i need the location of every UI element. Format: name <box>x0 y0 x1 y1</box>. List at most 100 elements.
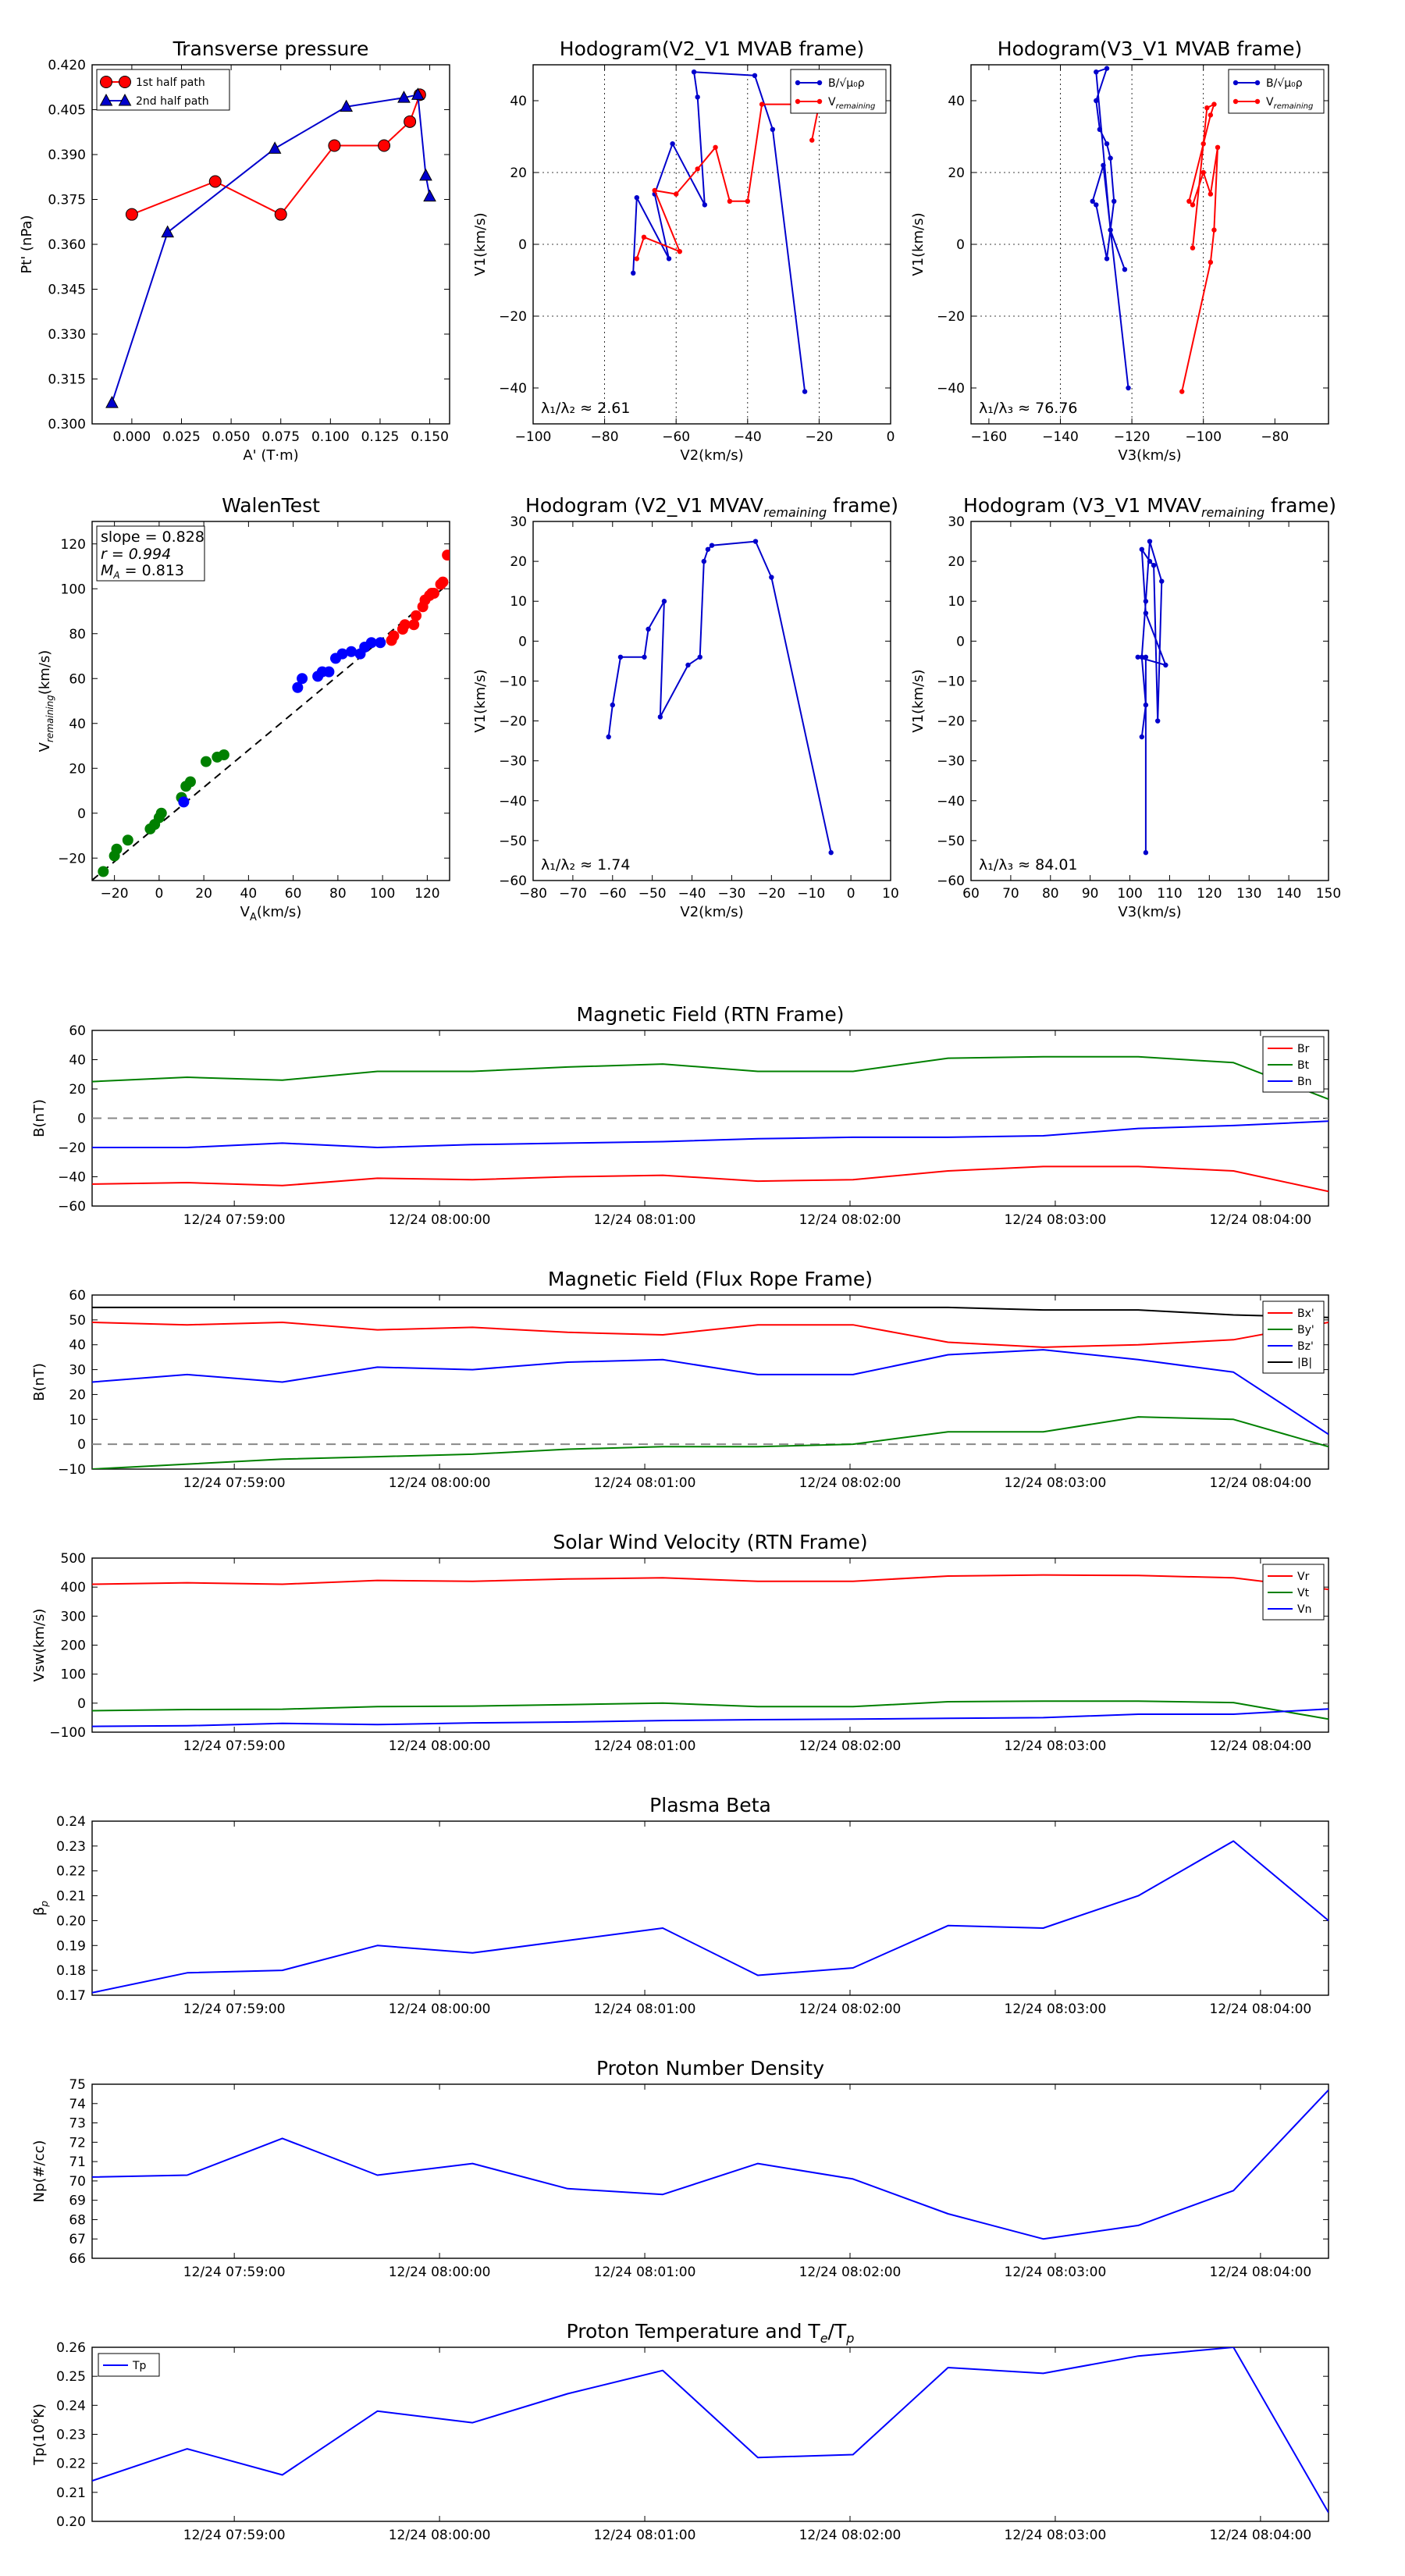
chart-bfield_rtn-xtick-label: 12/24 08:02:00 <box>799 1212 902 1228</box>
chart-hodo_v2v1_mvav-xtick-label: −50 <box>638 886 667 902</box>
chart-hodo_v2v1_mvab-series-1-point <box>677 249 682 254</box>
chart-walen-ytick-label: 40 <box>69 717 86 732</box>
chart-transverse-series-1-point <box>268 141 282 154</box>
chart-hodo_v3v1_mvab-series-1-point <box>1208 259 1214 265</box>
chart-bfield_flux: Magnetic Field (Flux Rope Frame) −10 0 10 20… <box>31 1268 1329 1491</box>
chart-walen-annotation-box <box>96 525 205 582</box>
chart-hodo_v2v1_mvab-xtick-label: −80 <box>591 429 619 445</box>
chart-hodo_v2v1_mvav-series-0-point <box>610 702 615 708</box>
chart-walen-series-1-point <box>336 648 348 660</box>
chart-velocity-ylabel: Vsw(km/s) <box>31 1609 48 1682</box>
chart-walen-xtick-label: 80 <box>329 886 347 902</box>
chart-beta-ytick-label: 0.22 <box>56 1864 86 1880</box>
chart-temperature: Proton Temperature and Te/Tp 0.20 0.21 0.22… <box>30 2320 1329 2543</box>
chart-velocity-legend-label: Vn <box>1297 1603 1311 1616</box>
chart-bfield_flux-legend-label: By' <box>1297 1324 1314 1336</box>
chart-hodo_v3v1_mvab-legend-label: Vremaining <box>1266 96 1313 111</box>
chart-transverse-legend-marker <box>118 93 132 106</box>
chart-walen-ylabel-sub: remaining <box>44 695 55 742</box>
chart-hodo_v2v1_mvab-series-1-point <box>809 137 815 143</box>
chart-hodo_v2v1_mvab-xtick-label: −40 <box>734 429 762 445</box>
chart-transverse-series-1-point <box>340 99 354 112</box>
chart-hodo_v2v1_mvav-series-0-point <box>606 734 611 740</box>
chart-bfield_flux-xtick-label: 12/24 08:03:00 <box>1005 1475 1107 1491</box>
chart-walen-annotation-ma-main: M <box>101 562 113 579</box>
chart-bfield_rtn-plot-area <box>92 1055 1329 1193</box>
chart-hodo_v3v1_mvab-series-1-point <box>1179 389 1185 394</box>
chart-walen-series-0-point <box>218 749 229 760</box>
chart-hodo_v3v1_mvav-series-0-point <box>1143 610 1149 616</box>
chart-temperature-ytick-label: 0.26 <box>56 2340 86 2356</box>
chart-hodo_v3v1_mvav-ytick-label: 0 <box>956 634 965 649</box>
chart-velocity-ytick-label: 300 <box>61 1609 86 1624</box>
chart-hodo_v2v1_mvab-series-1-point <box>745 198 750 204</box>
chart-bfield_flux-ytick-label: 50 <box>69 1313 86 1329</box>
chart-transverse-series-1-point <box>105 396 119 408</box>
chart-walen-ytick-label: 60 <box>69 671 86 687</box>
chart-hodo_v2v1_mvav-ylabel: V1(km/s) <box>472 669 489 732</box>
chart-hodo_v2v1_mvab-legend-label-main: B/√μ₀ρ <box>828 77 865 90</box>
chart-temperature-ytick-label: 0.22 <box>56 2457 86 2472</box>
chart-hodo_v3v1_mvav-series-0-point <box>1154 718 1161 724</box>
chart-bfield_rtn-ylabel-main: B(nT) <box>31 1099 48 1137</box>
chart-walen-annotation-slope: slope = 0.828 <box>101 528 205 546</box>
chart-bfield_flux-ylabel: B(nT) <box>31 1363 48 1401</box>
chart-density-xtick-label: 12/24 08:04:00 <box>1210 2265 1312 2280</box>
chart-hodo_v3v1_mvab-series-0-point <box>1104 256 1110 262</box>
chart-transverse-xlabel: A' (T·m) <box>243 447 298 464</box>
chart-bfield_rtn-title-main: Magnetic Field (RTN Frame) <box>577 1003 845 1026</box>
chart-density-ytick-label: 74 <box>69 2097 86 2112</box>
chart-hodo_v3v1_mvab-annotation: λ₁/λ₃ ≈ 76.76 <box>979 400 1078 417</box>
chart-transverse-axes-frame <box>91 64 450 425</box>
chart-temperature-ytick-label: 0.20 <box>56 2514 86 2530</box>
chart-temperature-xtick-label: 12/24 08:02:00 <box>799 2528 902 2543</box>
chart-density-ytick-label: 70 <box>69 2174 86 2190</box>
chart-hodo_v3v1_mvav-xtick-label: 70 <box>1002 886 1019 902</box>
chart-density-xtick-label: 12/24 08:01:00 <box>594 2265 696 2280</box>
chart-velocity-series-Vn-line <box>92 1708 1329 1727</box>
chart-hodo_v2v1_mvab-title: Hodogram(V2_V1 MVAB frame) <box>560 37 864 60</box>
chart-hodo_v3v1_mvav-series-0-line <box>1136 540 1167 853</box>
chart-walen-fit-line <box>92 582 450 881</box>
chart-hodo_v3v1_mvab-ytick-label: −40 <box>937 381 965 397</box>
chart-bfield_flux-xtick-label: 12/24 08:00:00 <box>389 1475 491 1491</box>
chart-transverse-ylabel: Pt' (nPa) <box>19 215 35 273</box>
chart-hodo_v2v1_mvav-series-0-point <box>769 575 774 580</box>
chart-velocity-xtick-label: 12/24 08:00:00 <box>389 1738 491 1754</box>
chart-density-axes-frame <box>91 2083 1329 2259</box>
chart-hodo_v3v1_mvav-series-0-point <box>1159 578 1165 584</box>
chart-transverse-ytick-label: 0.405 <box>48 103 86 119</box>
chart-walen-ytick-label: 100 <box>61 582 86 597</box>
chart-temperature-plot-area <box>92 2347 1329 2514</box>
chart-bfield_rtn-series-Bt-line <box>92 1055 1329 1101</box>
chart-hodo_v2v1_mvav-plot-area <box>606 539 834 856</box>
chart-walen-ytick-label: 120 <box>61 537 86 553</box>
chart-hodo_v3v1_mvab-series-0-point <box>1122 267 1128 272</box>
chart-hodo_v3v1_mvab-series-0-point <box>1094 98 1099 104</box>
chart-beta-xtick-label: 12/24 08:01:00 <box>594 2001 696 2017</box>
chart-hodo_v2v1_mvab-ylabel-main: V1(km/s) <box>472 212 489 276</box>
chart-bfield_rtn-ytick-label: 20 <box>69 1082 86 1098</box>
chart-hodo_v3v1_mvav-series-0-point <box>1143 654 1149 660</box>
chart-hodo_v2v1_mvab-ytick-label: 0 <box>518 237 527 253</box>
chart-hodo_v3v1_mvav-xlabel-main: V3(km/s) <box>1118 904 1181 920</box>
chart-hodo_v3v1_mvab-series-1-point <box>1190 245 1196 251</box>
chart-hodo_v3v1_mvab-ytick-label: −20 <box>937 309 965 325</box>
chart-density-title-main: Proton Number Density <box>596 2057 824 2080</box>
chart-beta-ytick-label: 0.19 <box>56 1938 86 1954</box>
chart-hodo_v2v1_mvav-ytick-label: −60 <box>499 873 527 889</box>
chart-walen-xtick-label: 20 <box>195 886 212 902</box>
chart-walen: WalenTest −20 0 20 40 60 80 100 120 −20 0 20 40 60 80 1… <box>37 494 450 923</box>
chart-hodo_v2v1_mvav-ytick-label: 30 <box>510 514 527 530</box>
chart-temperature-series-Tp-line <box>92 2347 1329 2514</box>
chart-hodo_v2v1_mvav-xtick-label: −20 <box>757 886 785 902</box>
chart-walen-series-0-point <box>111 843 123 855</box>
chart-bfield_flux-ytick-label: −10 <box>58 1462 86 1478</box>
chart-density-plot-area <box>92 2089 1329 2240</box>
chart-hodo_v2v1_mvab-xtick-label: −60 <box>662 429 690 445</box>
chart-hodo_v3v1_mvav-ylabel-main: V1(km/s) <box>910 669 927 732</box>
chart-hodo_v3v1_mvab-legend-label-main: V <box>1266 96 1274 109</box>
chart-hodo_v2v1_mvab-ylabel: V1(km/s) <box>472 212 489 276</box>
chart-hodo_v2v1_mvav-series-0-point <box>697 654 702 660</box>
chart-bfield_rtn-xtick-label: 12/24 08:04:00 <box>1210 1212 1312 1228</box>
